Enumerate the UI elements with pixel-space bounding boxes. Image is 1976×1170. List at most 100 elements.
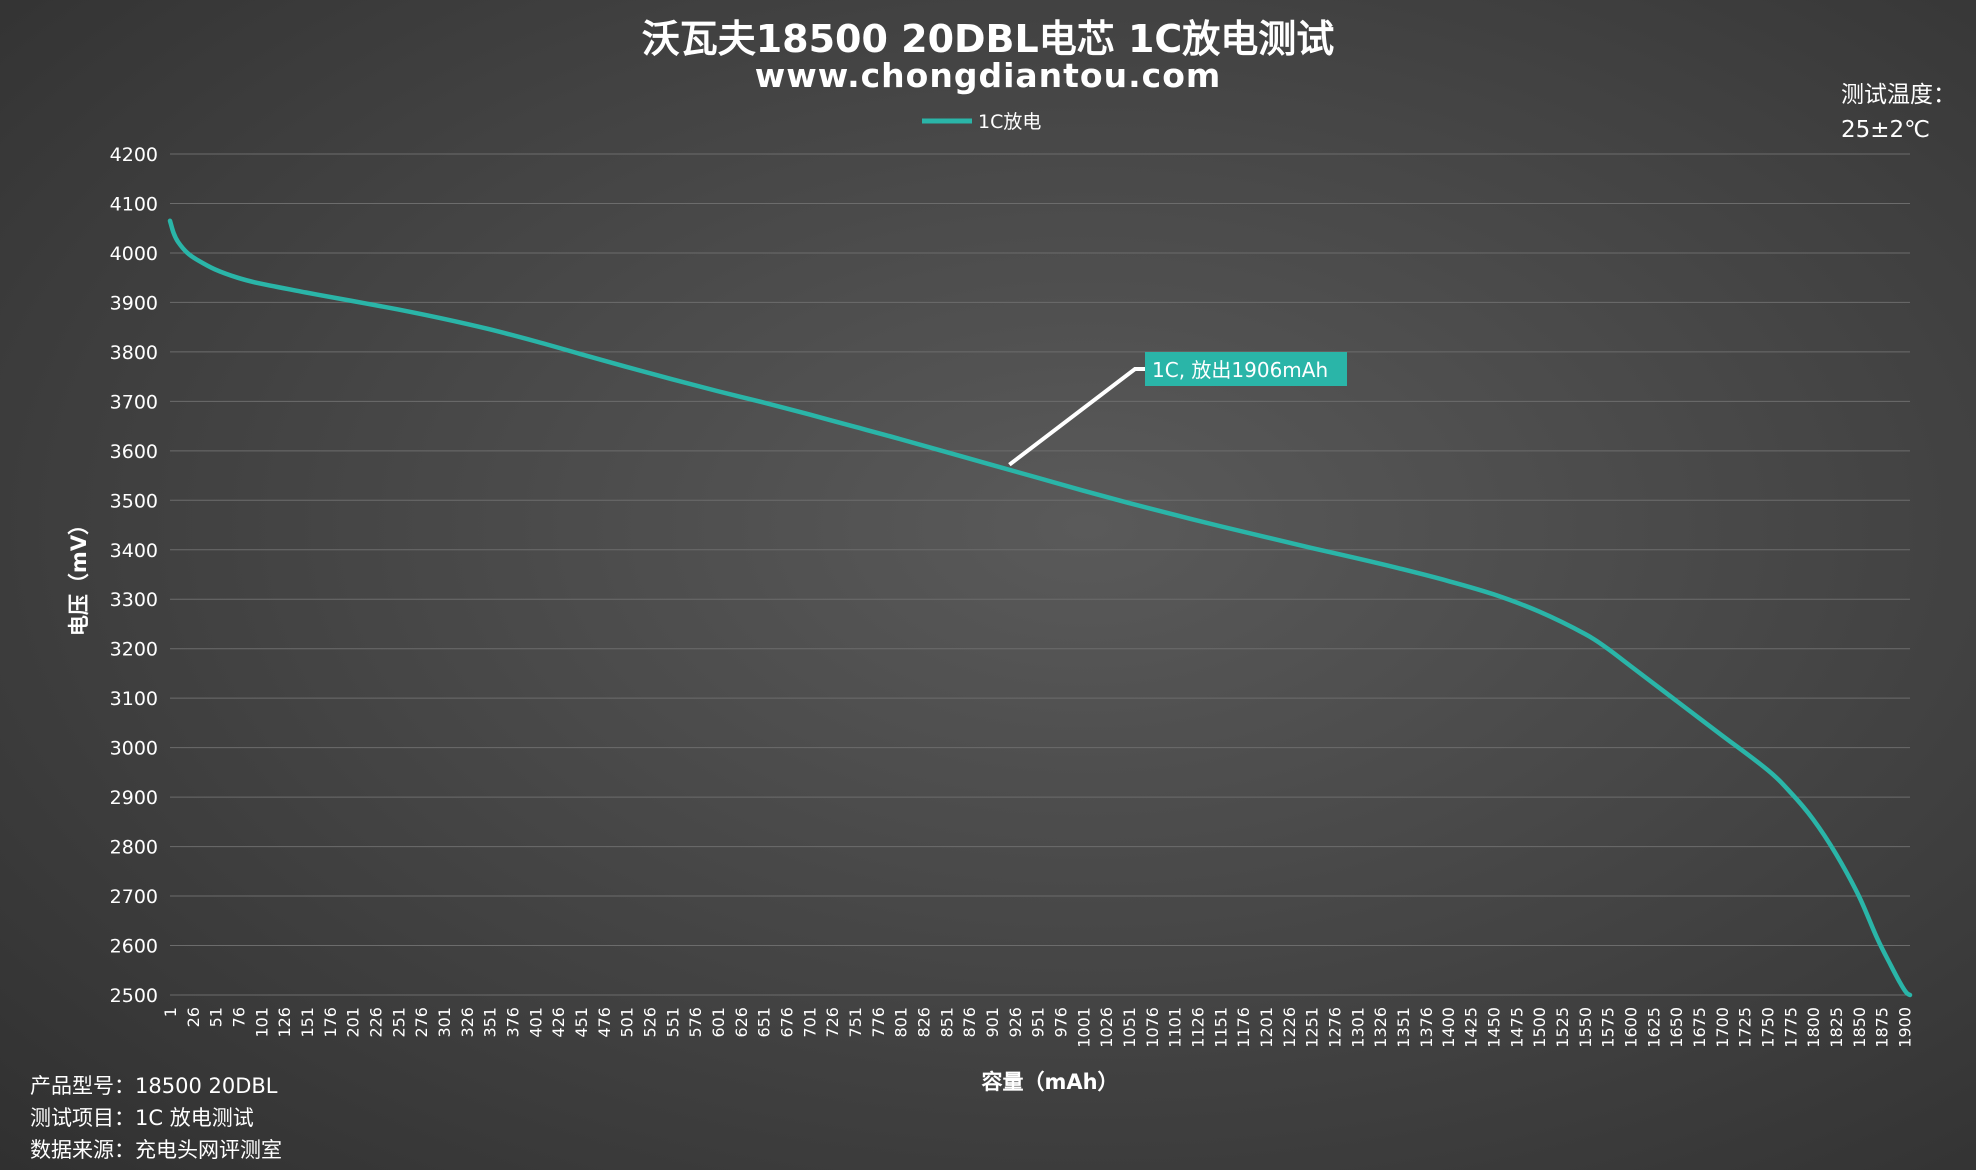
x-tick-label: 326 <box>458 1007 477 1038</box>
x-tick-label: 1076 <box>1143 1007 1162 1048</box>
x-tick-label: 676 <box>778 1007 797 1038</box>
x-tick-label: 726 <box>823 1007 842 1038</box>
info-source: 数据来源：充电头网评测室 <box>30 1134 282 1166</box>
x-tick-label: 1151 <box>1211 1007 1230 1048</box>
chart-subtitle: www.chongdiantou.com <box>754 56 1222 95</box>
x-tick-label: 1475 <box>1507 1007 1526 1048</box>
x-tick-label: 926 <box>1006 1007 1025 1038</box>
y-tick-label: 3000 <box>110 738 158 760</box>
x-tick-label: 551 <box>663 1007 682 1038</box>
x-tick-label: 426 <box>549 1007 568 1038</box>
callout-line <box>1008 367 1145 467</box>
x-tick-label: 1675 <box>1690 1007 1709 1048</box>
info-test-label: 测试项目： <box>30 1106 135 1130</box>
x-tick-label: 601 <box>709 1007 728 1038</box>
x-tick-label: 1450 <box>1484 1007 1503 1048</box>
x-tick-label: 1301 <box>1348 1007 1367 1048</box>
x-tick-label: 976 <box>1052 1007 1071 1038</box>
y-tick-label: 2500 <box>110 985 158 1007</box>
x-tick-label: 1126 <box>1189 1007 1208 1048</box>
x-tick-label: 76 <box>230 1007 249 1027</box>
legend-label: 1C放电 <box>978 111 1041 133</box>
x-axis-ticks: 1 26 51 76 101 126 151 176 201 226 251 276 301 326 351… <box>161 1007 1915 1048</box>
x-tick-label: 1550 <box>1576 1007 1595 1048</box>
x-tick-label: 1326 <box>1371 1007 1390 1048</box>
temperature-value: 25±2℃ <box>1841 117 1931 143</box>
test-info: 产品型号：18500 20DBL 测试项目：1C 放电测试 数据来源：充电头网评… <box>30 1070 282 1166</box>
y-tick-label: 3400 <box>110 540 158 562</box>
y-tick-label: 4100 <box>110 193 158 215</box>
x-tick-label: 51 <box>207 1007 226 1027</box>
x-tick-label: 1026 <box>1097 1007 1116 1048</box>
x-tick-label: 876 <box>960 1007 979 1038</box>
x-tick-label: 1600 <box>1622 1007 1641 1048</box>
legend: 1C放电 <box>922 111 1041 133</box>
x-tick-label: 1900 <box>1896 1007 1915 1048</box>
y-tick-label: 3100 <box>110 688 158 710</box>
x-tick-label: 1226 <box>1280 1007 1299 1048</box>
y-tick-label: 3900 <box>110 292 158 314</box>
x-tick-label: 451 <box>572 1007 591 1038</box>
y-tick-label: 3200 <box>110 639 158 661</box>
y-tick-label: 3600 <box>110 441 158 463</box>
x-tick-label: 1650 <box>1667 1007 1686 1048</box>
info-source-value: 充电头网评测室 <box>135 1138 282 1162</box>
y-tick-label: 4200 <box>110 144 158 166</box>
x-tick-label: 851 <box>937 1007 956 1038</box>
temperature-label: 测试温度： <box>1841 82 1956 108</box>
x-tick-label: 251 <box>389 1007 408 1038</box>
x-tick-label: 201 <box>344 1007 363 1038</box>
x-tick-label: 1625 <box>1644 1007 1663 1048</box>
y-tick-label: 3500 <box>110 490 158 512</box>
x-tick-label: 26 <box>184 1007 203 1027</box>
x-tick-label: 101 <box>252 1007 271 1038</box>
info-model-value: 18500 20DBL <box>135 1074 278 1098</box>
y-tick-label: 4000 <box>110 243 158 265</box>
info-model-label: 产品型号： <box>30 1074 135 1098</box>
x-tick-label: 1750 <box>1759 1007 1778 1048</box>
y-axis-ticks: 2500 2600 2700 2800 2900 3000 3100 3200 3300 3400… <box>110 144 158 1007</box>
info-test: 测试项目：1C 放电测试 <box>30 1102 282 1134</box>
x-tick-label: 376 <box>504 1007 523 1038</box>
y-tick-label: 2800 <box>110 837 158 859</box>
x-tick-label: 1525 <box>1553 1007 1572 1048</box>
x-tick-label: 1 <box>161 1007 180 1017</box>
x-axis-label: 容量（mAh） <box>981 1070 1118 1094</box>
x-tick-label: 626 <box>732 1007 751 1038</box>
info-source-label: 数据来源： <box>30 1138 135 1162</box>
x-tick-label: 401 <box>526 1007 545 1038</box>
x-tick-label: 1051 <box>1120 1007 1139 1048</box>
x-tick-label: 151 <box>298 1007 317 1038</box>
x-tick-label: 1251 <box>1303 1007 1322 1048</box>
y-tick-label: 3300 <box>110 589 158 611</box>
x-tick-label: 1575 <box>1599 1007 1618 1048</box>
chart-title: 沃瓦夫18500 20DBL电芯 1C放电测试 <box>641 17 1335 61</box>
y-tick-label: 2900 <box>110 787 158 809</box>
x-tick-label: 801 <box>892 1007 911 1038</box>
x-tick-label: 226 <box>367 1007 386 1038</box>
x-tick-label: 301 <box>435 1007 454 1038</box>
x-tick-label: 1101 <box>1166 1007 1185 1048</box>
x-tick-label: 1376 <box>1417 1007 1436 1048</box>
x-tick-label: 776 <box>869 1007 888 1038</box>
x-tick-label: 1700 <box>1713 1007 1732 1048</box>
x-tick-label: 526 <box>641 1007 660 1038</box>
x-tick-label: 826 <box>915 1007 934 1038</box>
x-tick-label: 476 <box>595 1007 614 1038</box>
annotation: 1C, 放出1906mAh <box>1008 352 1347 467</box>
x-tick-label: 501 <box>618 1007 637 1038</box>
x-tick-label: 1775 <box>1781 1007 1800 1048</box>
x-tick-label: 1400 <box>1439 1007 1458 1048</box>
x-tick-label: 1725 <box>1736 1007 1755 1048</box>
x-tick-label: 576 <box>686 1007 705 1038</box>
y-axis-label: 电压（mV） <box>67 514 91 636</box>
series-line-1c-discharge <box>167 218 1913 998</box>
x-tick-label: 351 <box>481 1007 500 1038</box>
x-tick-label: 1201 <box>1257 1007 1276 1048</box>
x-tick-label: 751 <box>846 1007 865 1038</box>
x-tick-label: 651 <box>755 1007 774 1038</box>
x-tick-label: 951 <box>1029 1007 1048 1038</box>
series <box>167 218 1913 998</box>
x-tick-label: 1800 <box>1804 1007 1823 1048</box>
